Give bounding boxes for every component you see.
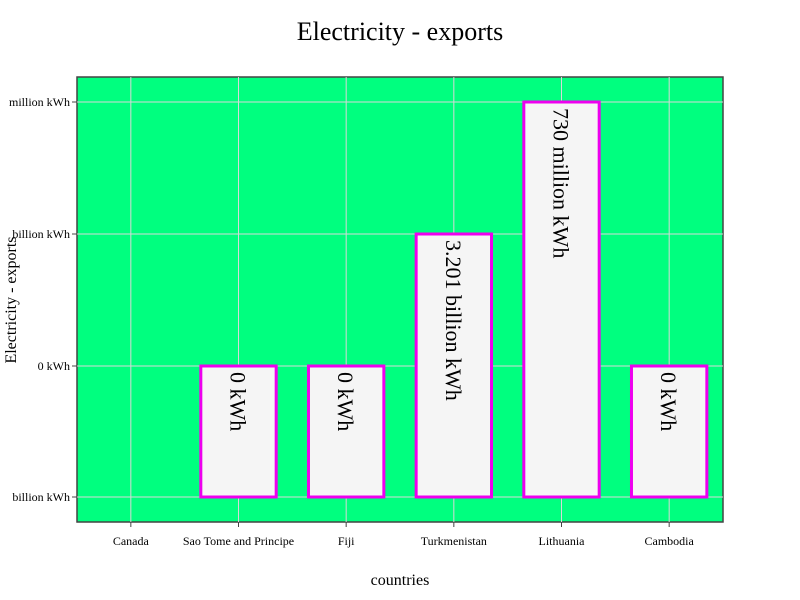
bar-label: 730 million kWh	[549, 108, 574, 258]
x-tick-label: Cambodia	[645, 534, 695, 548]
y-axis-title: Electricity - exports	[3, 236, 20, 363]
bar-label: 0 kWh	[226, 372, 251, 431]
x-tick-label: Turkmenistan	[421, 534, 487, 548]
bar-sao-tome-and-principe	[199, 364, 278, 499]
x-axis-ticks: Canada Sao Tome and Principe Fiji Turkmenis…	[113, 522, 695, 548]
bar-turkmenistan	[414, 232, 494, 499]
bar-label: 3.201 billion kWh	[441, 240, 466, 401]
x-tick-label: Fiji	[338, 534, 355, 548]
plot-area	[76, 76, 724, 523]
bar-label: 0 kWh	[333, 372, 358, 431]
y-tick-label: million kWh	[9, 95, 70, 109]
bar-cambodia	[629, 364, 709, 499]
y-tick-label: 0 kWh	[38, 359, 70, 373]
bar-lithuania	[522, 100, 601, 499]
y-axis-ticks: billion kWh 0 kWh billion kWh million kWh	[9, 95, 77, 504]
bars: 0 kWh 0 kWh 3.201 billion kWh 730 million k…	[199, 100, 709, 499]
x-tick-label: Canada	[113, 534, 150, 548]
x-tick-label: Sao Tome and Principe	[183, 534, 294, 548]
chart-title: Electricity - exports	[297, 17, 503, 46]
y-tick-label: billion kWh	[12, 227, 70, 241]
y-tick-label: billion kWh	[12, 490, 70, 504]
bar-fiji	[306, 364, 386, 499]
bar-label: 0 kWh	[656, 372, 681, 431]
x-tick-label: Lithuania	[539, 534, 586, 548]
x-axis-title: countries	[371, 572, 430, 589]
